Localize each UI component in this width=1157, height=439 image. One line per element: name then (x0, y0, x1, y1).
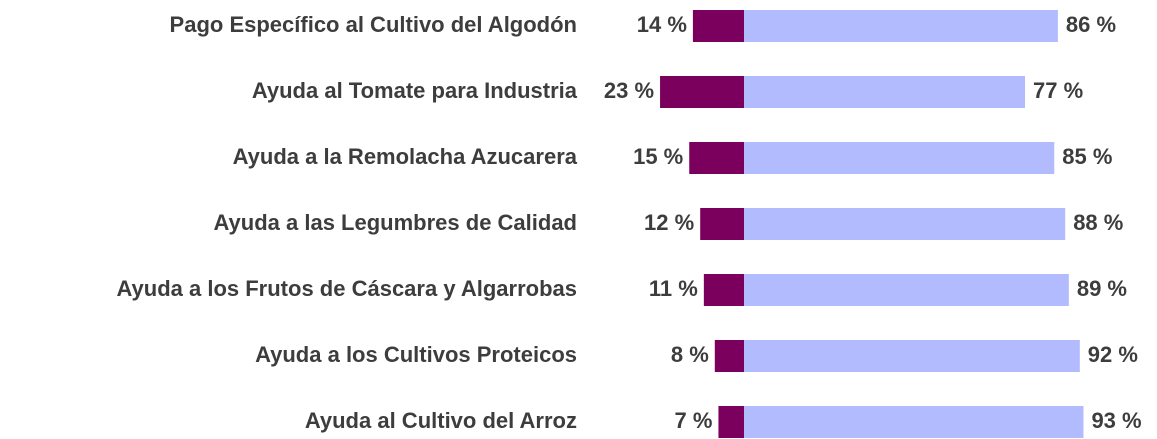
category-label: Ayuda a los Frutos de Cáscara y Algarrob… (116, 276, 577, 301)
value-label: 14 % (637, 12, 687, 37)
bar (660, 76, 744, 108)
value-label: 8 % (671, 342, 709, 367)
bar (700, 208, 744, 240)
value-label: 89 % (1077, 276, 1127, 301)
value-label: 85 % (1062, 144, 1112, 169)
category-label: Pago Específico al Cultivo del Algodón (170, 12, 577, 37)
value-label: 93 % (1091, 408, 1141, 433)
category-label: Ayuda a las Legumbres de Calidad (213, 210, 577, 235)
bar (744, 340, 1080, 372)
bar (744, 142, 1055, 174)
category-label: Ayuda al Tomate para Industria (252, 78, 578, 103)
bar (744, 406, 1084, 438)
value-label: 11 % (649, 276, 698, 301)
value-label: 86 % (1066, 12, 1116, 37)
value-label: 15 % (633, 144, 683, 169)
value-label: 23 % (604, 78, 654, 103)
bar (744, 274, 1069, 306)
value-label: 88 % (1073, 210, 1123, 235)
bar (744, 76, 1026, 108)
category-label: Ayuda al Cultivo del Arroz (305, 408, 577, 433)
category-label: Ayuda a la Remolacha Azucarera (233, 144, 578, 169)
bar (718, 406, 744, 438)
value-label: 92 % (1088, 342, 1138, 367)
bar (703, 274, 744, 306)
value-label: 77 % (1033, 78, 1083, 103)
bar (744, 208, 1066, 240)
bar (744, 10, 1058, 42)
value-label: 7 % (675, 408, 713, 433)
bar (692, 10, 744, 42)
value-label: 12 % (644, 210, 694, 235)
bar (689, 142, 744, 174)
category-label: Ayuda a los Cultivos Proteicos (255, 342, 577, 367)
bar (714, 340, 744, 372)
